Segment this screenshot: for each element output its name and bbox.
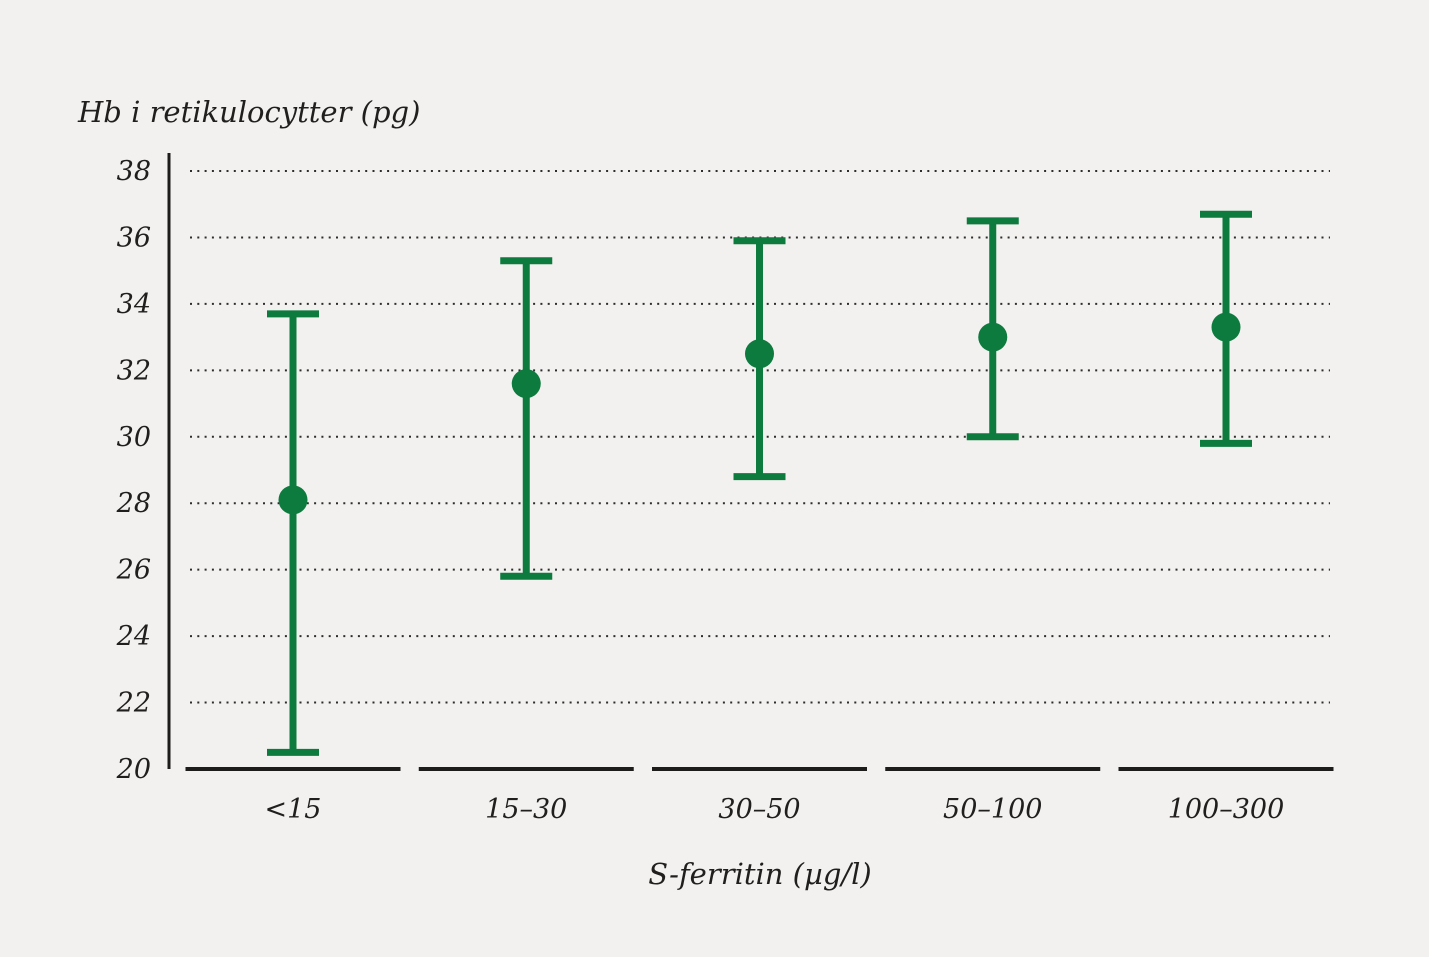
mean-dot — [278, 485, 308, 515]
y-tick-label: 34 — [117, 289, 151, 320]
y-tick-label: 28 — [116, 488, 151, 519]
y-tick-label: 36 — [117, 222, 151, 253]
mean-dot — [745, 339, 774, 369]
y-tick-label: 30 — [117, 422, 151, 453]
x-category-label: 30–50 — [718, 794, 800, 825]
x-category-label: 15–30 — [485, 794, 567, 825]
x-category-label: <15 — [265, 794, 322, 825]
x-axis-title: S-ferritin (µg/l) — [648, 857, 872, 891]
y-tick-label: 38 — [117, 156, 151, 187]
mean-dot — [1211, 312, 1241, 342]
y-tick-label: 20 — [116, 754, 151, 785]
mean-dot — [978, 322, 1008, 352]
mean-dot — [511, 369, 541, 399]
y-tick-label: 26 — [116, 555, 151, 586]
y-tick-label: 32 — [117, 355, 151, 386]
y-axis-title: Hb i retikulocytter (pg) — [77, 95, 420, 129]
y-tick-label: 24 — [116, 621, 151, 652]
x-category-label: 100–300 — [1168, 794, 1285, 825]
x-category-label: 50–100 — [943, 794, 1042, 825]
y-tick-label: 22 — [116, 688, 151, 719]
